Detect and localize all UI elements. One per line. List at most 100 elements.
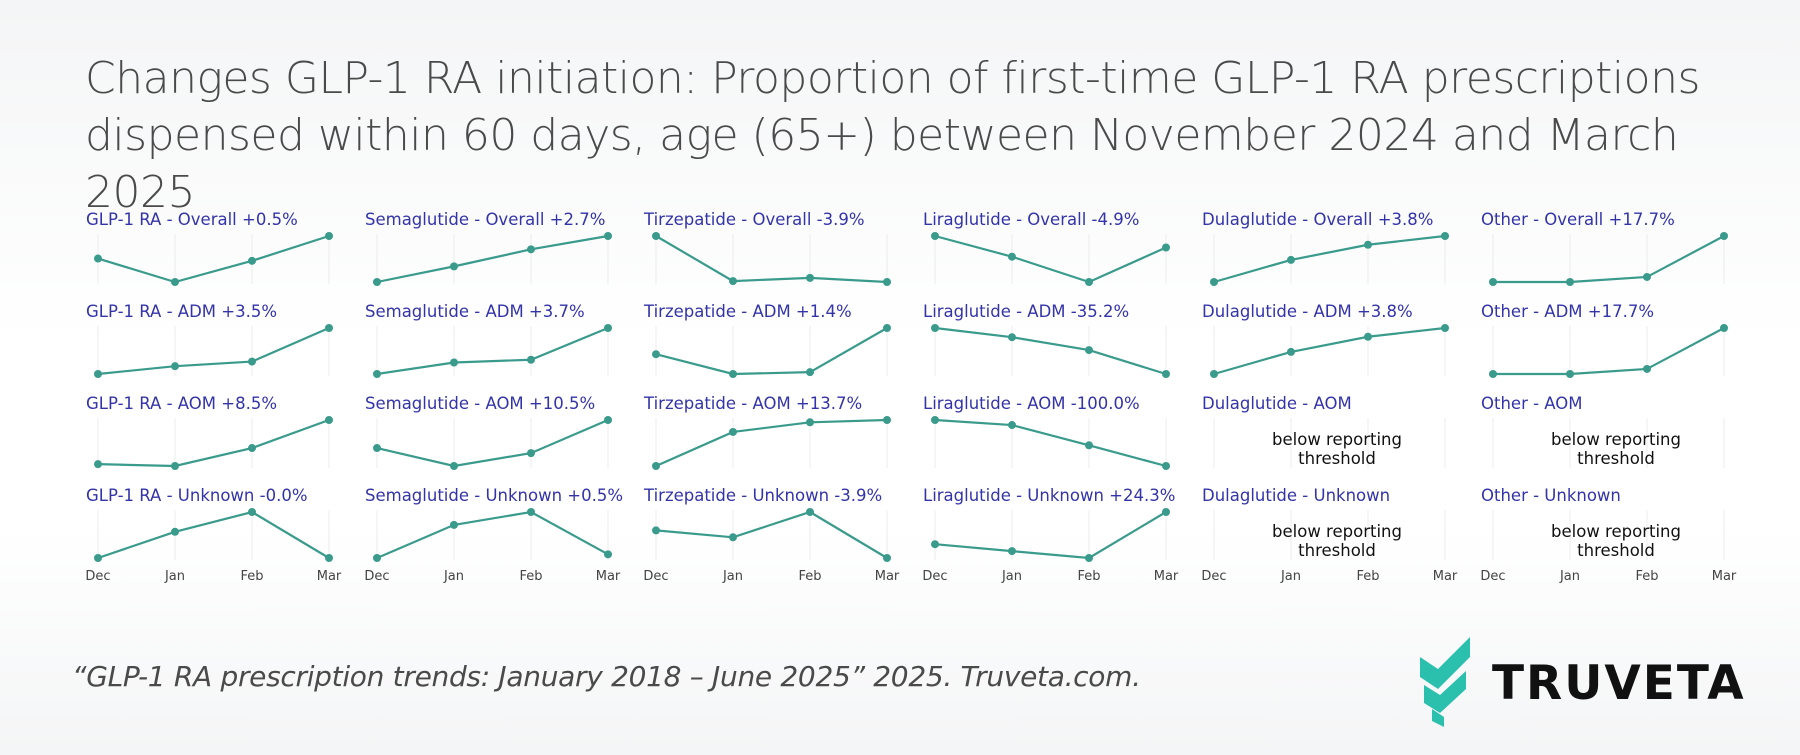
data-point: [729, 277, 737, 286]
panel-plot: [94, 232, 333, 286]
panel-plot: Dec Jan Feb Mar: [1201, 510, 1458, 584]
data-point: [806, 508, 814, 516]
chart-panel: Tirzepatide - Unknown -3.9% Dec Jan Feb Mar: [643, 486, 914, 584]
panel-plot: [1492, 418, 1725, 468]
data-point: [806, 368, 814, 377]
data-point: [604, 324, 612, 332]
panel-plot: Dec Jan Feb Mar: [364, 508, 621, 584]
series-line: [1493, 327, 1725, 376]
brand-name: TRUVETA: [1492, 656, 1746, 711]
data-point: [1566, 278, 1574, 286]
panel-title: Liraglutide - ADM -35.2%: [923, 302, 1130, 321]
data-point: [1085, 278, 1093, 286]
data-point: [1287, 347, 1295, 356]
panel-title: Tirzepatide - Unknown -3.9%: [644, 486, 883, 505]
title-line-2: dispensed within 60 days, age (65+) betw…: [85, 110, 1679, 218]
data-point: [1643, 364, 1651, 373]
threshold-note: below reporting threshold: [1551, 522, 1681, 560]
panel-title: Semaglutide - Overall +2.7%: [365, 210, 606, 229]
panel-title: Semaglutide - Unknown +0.5%: [365, 486, 624, 505]
chart-panel: Semaglutide - ADM +3.7%: [365, 302, 635, 392]
panel-title: GLP-1 RA - ADM +3.5%: [86, 302, 278, 321]
data-point: [373, 554, 381, 562]
data-point: [1566, 370, 1574, 378]
data-point: [527, 508, 535, 516]
panel-plot: [1489, 232, 1728, 286]
panel-title: Dulaglutide - ADM +3.8%: [1202, 302, 1413, 321]
x-tick-label: Jan: [1559, 569, 1580, 584]
panel-title: Other - Unknown: [1481, 486, 1621, 505]
series-line: [376, 510, 609, 560]
series-line: [1493, 235, 1725, 284]
panel-title: Other - Overall +17.7%: [1481, 210, 1675, 229]
data-point: [373, 370, 381, 378]
x-tick-label: Feb: [1635, 569, 1658, 584]
chart-panel: GLP-1 RA - ADM +3.5%: [86, 302, 356, 392]
panel-title: Liraglutide - Unknown +24.3%: [923, 486, 1176, 505]
series-line: [655, 418, 888, 468]
data-point: [527, 449, 535, 458]
panel-title: Tirzepatide - Overall -3.9%: [644, 210, 865, 229]
x-tick-label: Jan: [443, 569, 464, 584]
panel-title: Semaglutide - ADM +3.7%: [365, 302, 585, 321]
data-point: [248, 357, 256, 366]
data-point: [1441, 232, 1449, 240]
series-line: [655, 235, 888, 284]
data-point: [1008, 333, 1016, 342]
series-line: [97, 510, 330, 560]
x-tick-label: Feb: [1356, 569, 1379, 584]
data-point: [652, 462, 660, 470]
data-point: [931, 232, 939, 240]
data-point: [883, 554, 891, 562]
data-point: [652, 526, 660, 535]
panel-plot: [373, 324, 612, 378]
panel-plot: [931, 324, 1170, 378]
series-line: [934, 511, 1167, 560]
data-point: [883, 278, 891, 286]
series-line: [655, 510, 888, 559]
data-point: [94, 554, 102, 562]
data-point: [1489, 370, 1497, 378]
chart-panel: Liraglutide - ADM -35.2%: [923, 302, 1193, 392]
data-point: [729, 370, 737, 378]
x-tick-label: Feb: [1077, 569, 1100, 584]
data-point: [1210, 278, 1218, 286]
x-tick-label: Jan: [164, 569, 185, 584]
data-point: [94, 254, 102, 263]
panel-title: Dulaglutide - Overall +3.8%: [1202, 210, 1434, 229]
chart-panel: Other - Unknown Dec Jan Feb Mar below reporti…: [1480, 486, 1751, 584]
data-point: [1008, 547, 1016, 556]
panel-title: Liraglutide - Overall -4.9%: [923, 210, 1140, 229]
x-tick-label: Dec: [922, 569, 947, 584]
series-line: [934, 326, 1167, 376]
panel-title: Other - AOM: [1481, 394, 1583, 413]
panel-plot: [94, 416, 333, 470]
data-point: [883, 416, 891, 424]
panel-plot: [94, 324, 333, 378]
data-point: [806, 418, 814, 427]
data-point: [171, 462, 179, 470]
data-point: [325, 324, 333, 332]
threshold-note: below reporting threshold: [1551, 430, 1681, 468]
x-tick-label: Jan: [1280, 569, 1301, 584]
x-tick-label: Mar: [1154, 569, 1179, 584]
series-line: [97, 418, 330, 468]
panel-title: Dulaglutide - AOM: [1202, 394, 1352, 413]
data-point: [94, 370, 102, 378]
data-point: [373, 444, 381, 453]
data-point: [604, 550, 612, 559]
panel-plot: Dec Jan Feb Mar: [1480, 510, 1737, 584]
data-point: [171, 527, 179, 536]
data-point: [1008, 252, 1016, 261]
data-point: [1085, 554, 1093, 562]
data-point: [1441, 324, 1449, 332]
data-point: [1489, 278, 1497, 286]
chart-panel: GLP-1 RA - Unknown -0.0% Dec Jan Feb Mar: [85, 486, 356, 584]
data-point: [171, 362, 179, 371]
data-point: [248, 256, 256, 265]
panel-title: GLP-1 RA - Unknown -0.0%: [86, 486, 308, 505]
data-point: [931, 324, 939, 332]
chart-panel: Tirzepatide - AOM +13.7%: [644, 394, 914, 484]
data-point: [1364, 332, 1372, 341]
